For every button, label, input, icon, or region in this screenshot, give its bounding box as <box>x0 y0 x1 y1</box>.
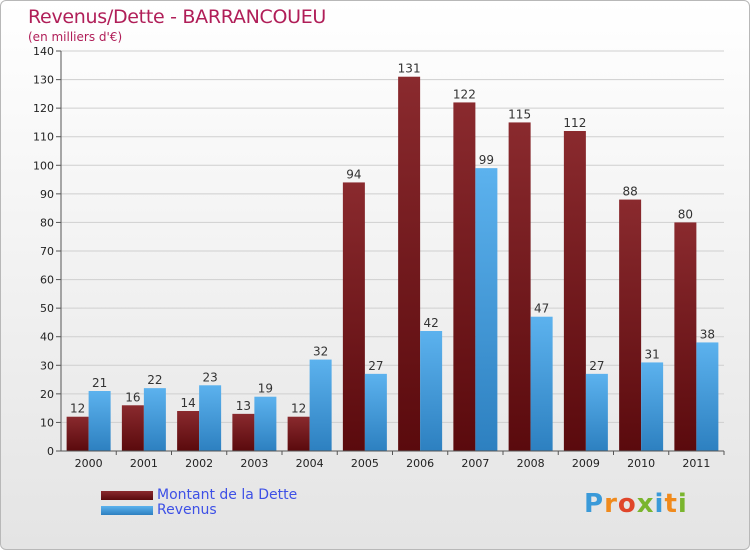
bar-debt-2008 <box>508 122 531 451</box>
x-tick-label-2011: 2011 <box>682 457 710 470</box>
bar-debt-2007 <box>453 102 476 451</box>
data-label-debt-2006: 131 <box>398 62 421 76</box>
y-tick-label-60: 60 <box>40 274 54 287</box>
bar-revenue-2001 <box>143 388 166 451</box>
legend-swatch-revenue <box>101 505 153 515</box>
y-tick-label-90: 90 <box>40 188 54 201</box>
x-tick-label-2010: 2010 <box>627 457 655 470</box>
data-label-debt-2005: 94 <box>346 167 361 181</box>
data-label-debt-2002: 14 <box>180 396 195 410</box>
data-label-debt-2009: 112 <box>563 116 586 130</box>
y-tick-label-70: 70 <box>40 245 54 258</box>
x-tick-label-2005: 2005 <box>351 457 379 470</box>
data-label-revenue-2005: 27 <box>368 359 383 373</box>
data-label-debt-2008: 115 <box>508 107 531 121</box>
x-tick-label-2009: 2009 <box>572 457 600 470</box>
x-tick-label-2001: 2001 <box>130 457 158 470</box>
logo-letter: i <box>677 489 688 519</box>
x-tick-label-2000: 2000 <box>75 457 103 470</box>
legend-label-revenue: Revenus <box>157 502 217 518</box>
bar-revenue-2008 <box>530 316 553 451</box>
data-label-revenue-2007: 99 <box>479 153 494 167</box>
data-label-debt-2004: 12 <box>291 402 306 416</box>
data-label-revenue-2010: 31 <box>644 347 659 361</box>
bar-debt-2011 <box>674 222 697 451</box>
y-tick-label-40: 40 <box>40 331 54 344</box>
bar-revenue-2003 <box>254 396 277 451</box>
x-tick-label-2002: 2002 <box>185 457 213 470</box>
x-tick-label-2003: 2003 <box>240 457 268 470</box>
y-tick-label-80: 80 <box>40 216 54 229</box>
bar-revenue-2010 <box>641 362 664 451</box>
data-label-revenue-2001: 22 <box>147 373 162 387</box>
y-tick-label-120: 120 <box>33 102 54 115</box>
bar-debt-2000 <box>66 416 89 451</box>
bar-debt-2004 <box>287 416 310 451</box>
bar-revenue-2011 <box>696 342 719 451</box>
y-tick-label-10: 10 <box>40 416 54 429</box>
data-label-revenue-2004: 32 <box>313 345 328 359</box>
bar-debt-2010 <box>619 199 642 451</box>
y-tick-label-30: 30 <box>40 359 54 372</box>
bar-debt-2001 <box>121 405 144 451</box>
x-tick-label-2008: 2008 <box>517 457 545 470</box>
data-label-debt-2011: 80 <box>678 207 693 221</box>
data-label-revenue-2006: 42 <box>423 316 438 330</box>
x-tick-label-2007: 2007 <box>461 457 489 470</box>
data-label-debt-2001: 16 <box>125 390 140 404</box>
legend-label-debt: Montant de la Dette <box>157 487 298 503</box>
legend-item-revenue: Revenus <box>101 502 217 518</box>
bar-revenue-2005 <box>364 373 387 451</box>
y-tick-label-0: 0 <box>47 445 54 458</box>
data-label-debt-2007: 122 <box>453 87 476 101</box>
data-label-revenue-2002: 23 <box>202 370 217 384</box>
legend-item-debt: Montant de la Dette <box>101 487 297 503</box>
chart-subtitle: (en milliers d'€) <box>28 30 123 44</box>
logo-letter: P <box>584 489 605 519</box>
data-label-revenue-2009: 27 <box>589 359 604 373</box>
x-tick-label-2004: 2004 <box>296 457 324 470</box>
y-tick-label-140: 140 <box>33 45 54 58</box>
bar-revenue-2004 <box>309 359 332 451</box>
logo-letter: t <box>664 489 678 519</box>
data-label-revenue-2003: 19 <box>258 382 273 396</box>
bar-revenue-2000 <box>88 391 111 451</box>
legend-swatch-debt <box>101 490 153 500</box>
x-tick-label-2006: 2006 <box>406 457 434 470</box>
bar-debt-2003 <box>232 413 255 451</box>
logo-letter: x <box>636 489 655 519</box>
y-tick-label-110: 110 <box>33 131 54 144</box>
bar-revenue-2009 <box>585 373 608 451</box>
logo-letter: r <box>604 489 618 519</box>
data-label-revenue-2011: 38 <box>700 327 715 341</box>
data-label-debt-2000: 12 <box>70 402 85 416</box>
bar-debt-2006 <box>398 76 421 451</box>
y-tick-label-20: 20 <box>40 388 54 401</box>
proxiti-logo: Proxiti <box>584 489 688 519</box>
chart-title: Revenus/Dette - BARRANCOUEU <box>28 6 327 28</box>
data-label-debt-2003: 13 <box>236 399 251 413</box>
y-tick-label-100: 100 <box>33 159 54 172</box>
bar-debt-2002 <box>177 411 200 451</box>
bar-debt-2009 <box>563 131 586 451</box>
data-label-debt-2010: 88 <box>622 185 637 199</box>
logo-letter: o <box>617 489 637 519</box>
bar-revenue-2002 <box>199 385 222 451</box>
data-label-revenue-2008: 47 <box>534 302 549 316</box>
logo-letter: i <box>654 489 665 519</box>
bar-debt-2005 <box>342 182 365 451</box>
y-tick-label-50: 50 <box>40 302 54 315</box>
bar-revenue-2006 <box>420 331 443 451</box>
bar-revenue-2007 <box>475 168 498 451</box>
y-tick-label-130: 130 <box>33 74 54 87</box>
data-label-revenue-2000: 21 <box>92 376 107 390</box>
